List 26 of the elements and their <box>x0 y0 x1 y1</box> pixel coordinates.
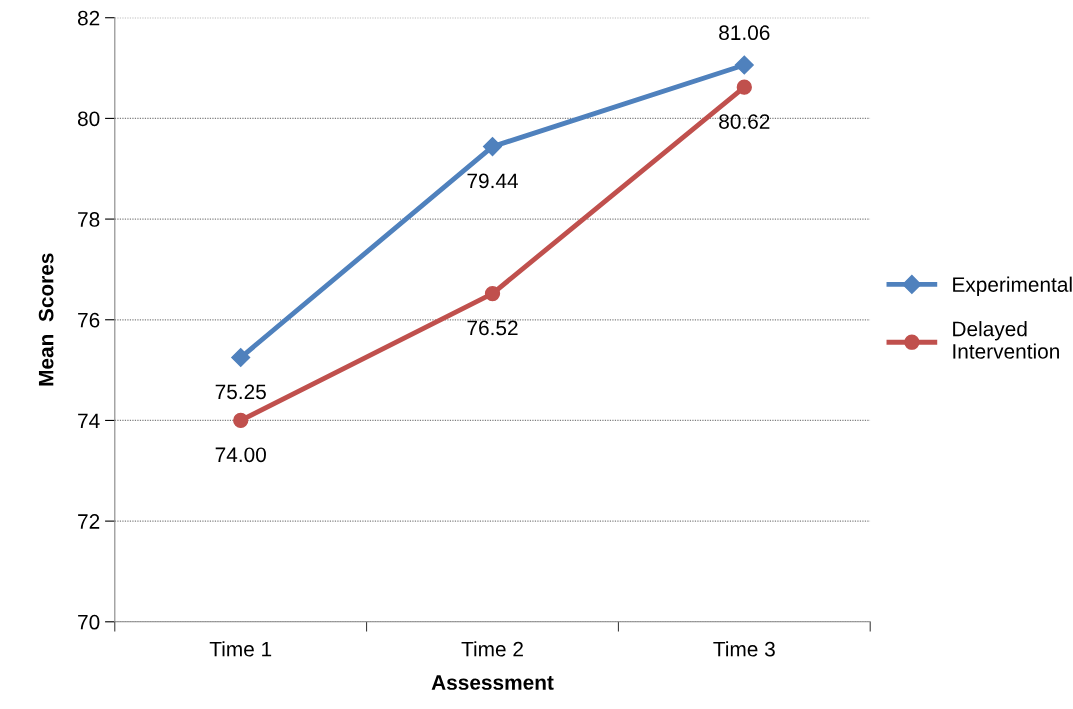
y-axis-title: Mean Scores <box>38 253 54 386</box>
data-label: 76.52 <box>467 320 518 336</box>
x-tick-label: Time 3 <box>713 641 775 657</box>
point <box>734 55 754 75</box>
point <box>484 285 501 302</box>
y-tick-label: 80 <box>77 111 100 127</box>
legend-label: Delayed Intervention <box>953 321 1059 359</box>
legend-label: Experimental <box>953 276 1072 297</box>
data-label: 75.25 <box>215 384 266 400</box>
point <box>736 79 752 95</box>
y-tick-label: 78 <box>78 212 100 227</box>
point <box>233 412 249 429</box>
x-axis-title: Assessment <box>431 675 554 690</box>
data-label: 80.62 <box>719 114 770 129</box>
data-label: 74.00 <box>215 447 266 463</box>
y-tick-label: 72 <box>78 514 100 529</box>
data-label: 81.06 <box>719 25 770 41</box>
y-tick-label: 74 <box>78 413 100 428</box>
y-tick-label: 82 <box>77 10 100 26</box>
x-tick-label: Time 1 <box>209 641 272 657</box>
y-tick-label: 76 <box>78 312 100 328</box>
point <box>482 137 503 157</box>
point <box>231 347 251 368</box>
data-label: 79.44 <box>467 173 518 189</box>
x-tick-label: Time 2 <box>461 641 523 657</box>
y-tick-label: 70 <box>78 614 100 630</box>
